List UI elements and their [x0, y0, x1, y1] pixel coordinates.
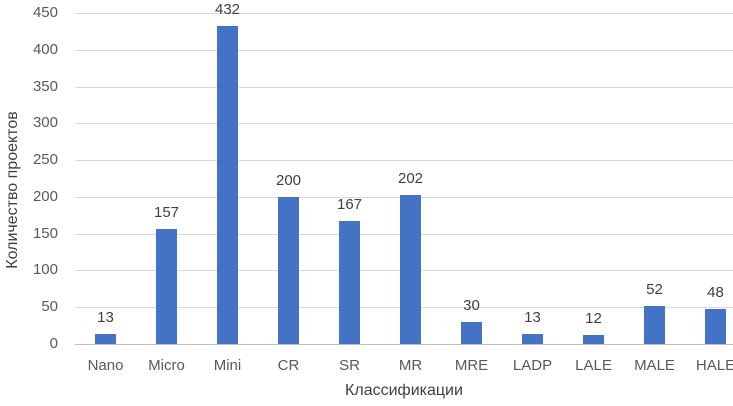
bar-micro: [156, 228, 177, 344]
x-axis-line: [75, 344, 733, 345]
data-label: 157: [153, 203, 180, 221]
bar-cr: [278, 196, 299, 344]
x-tick-label: LADP: [512, 357, 553, 374]
data-label: 202: [397, 170, 424, 188]
gridline: [75, 13, 733, 14]
data-label: 48: [707, 283, 724, 301]
y-tick-label: 300: [32, 114, 58, 132]
x-axis-title: Классификации: [345, 382, 463, 399]
y-tick-label: 350: [32, 77, 58, 95]
y-tick-label: 150: [32, 224, 58, 242]
x-tick-label: Mini: [213, 357, 242, 374]
bar-male: [644, 305, 665, 344]
data-label: 12: [585, 310, 602, 328]
bar-mre: [461, 321, 482, 344]
y-tick-label: 400: [32, 40, 58, 58]
bar-hale: [705, 308, 726, 344]
bar-sr: [339, 221, 360, 344]
x-tick-label: LALE: [575, 357, 612, 374]
bar-lale: [583, 335, 604, 344]
data-label: 13: [524, 309, 541, 327]
bar-ladp: [522, 334, 543, 344]
y-tick-label: 250: [32, 151, 58, 169]
y-tick-label: 200: [32, 187, 58, 205]
x-tick-label: MALE: [634, 357, 675, 374]
gridline: [75, 160, 733, 162]
x-tick-label: SR: [339, 357, 360, 374]
x-tick-label: Nano: [87, 357, 124, 374]
y-tick-label: 0: [49, 335, 58, 352]
gridline: [75, 123, 733, 125]
bar-nano: [95, 334, 116, 344]
gridline: [75, 86, 733, 88]
x-tick-label: CR: [277, 357, 300, 374]
data-label: 52: [646, 280, 663, 298]
bar-mr: [400, 195, 421, 344]
x-tick-label: HALE: [695, 357, 733, 374]
data-label: 200: [275, 171, 302, 189]
x-tick-label: Micro: [148, 357, 185, 374]
y-tick-label: 100: [32, 261, 58, 279]
y-tick-label: 450: [32, 4, 58, 21]
data-label: 167: [336, 196, 363, 214]
bar-mini: [217, 26, 238, 344]
gridline: [75, 49, 733, 51]
data-label: 30: [463, 296, 480, 314]
data-label: 13: [97, 309, 114, 327]
x-tick-label: MRE: [454, 357, 489, 374]
data-label: 432: [214, 1, 241, 19]
x-tick-label: MR: [398, 357, 423, 374]
y-tick-label: 50: [41, 298, 58, 316]
